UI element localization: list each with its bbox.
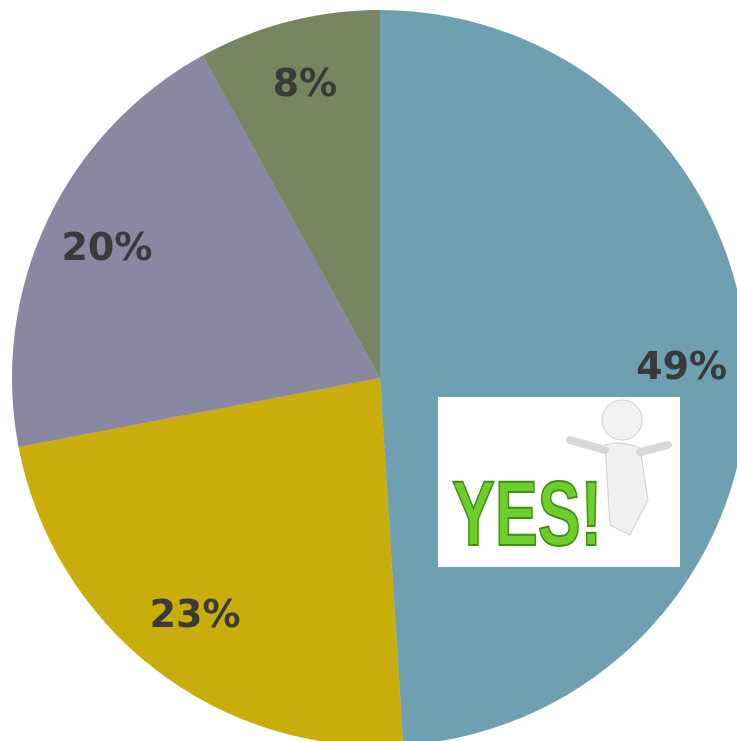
data-label: 8%	[273, 61, 338, 105]
chart: 49% 23% 20% 8% YES!	[0, 0, 737, 741]
image-text: YES!	[452, 463, 602, 565]
figure-head	[602, 400, 642, 440]
data-label: 23%	[150, 592, 241, 636]
data-label: 20%	[61, 225, 152, 269]
data-label: 49%	[636, 344, 727, 388]
yes-image: YES!	[438, 397, 680, 567]
slices	[12, 10, 737, 741]
